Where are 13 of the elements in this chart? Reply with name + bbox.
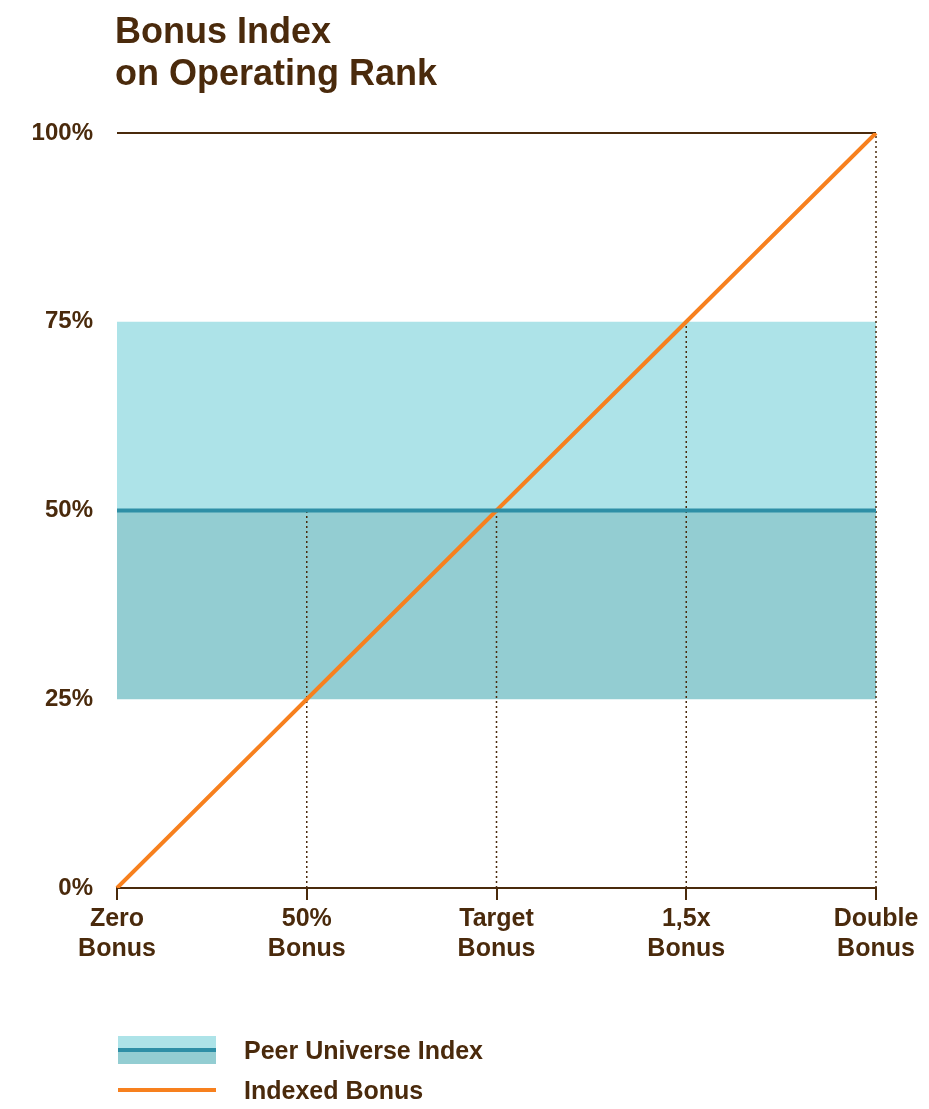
- x-tick-label: Zero Bonus: [78, 902, 156, 961]
- y-tick-label: 50%: [44, 495, 93, 523]
- chart-title: Bonus Index on Operating Rank: [115, 10, 438, 94]
- y-tick-label: 0%: [58, 872, 93, 900]
- y-tick-label: 75%: [44, 306, 93, 334]
- y-tick-label: 25%: [44, 683, 93, 711]
- legend-label: Indexed Bonus: [244, 1075, 424, 1105]
- legend-label: Peer Universe Index: [244, 1035, 484, 1065]
- x-tick-label: Target Bonus: [457, 902, 536, 961]
- y-tick-label: 100%: [31, 117, 93, 145]
- x-tick-label: 1,5x Bonus: [647, 902, 726, 961]
- x-tick-label: 50% Bonus: [267, 902, 346, 961]
- x-tick-label: Double Bonus: [833, 902, 919, 961]
